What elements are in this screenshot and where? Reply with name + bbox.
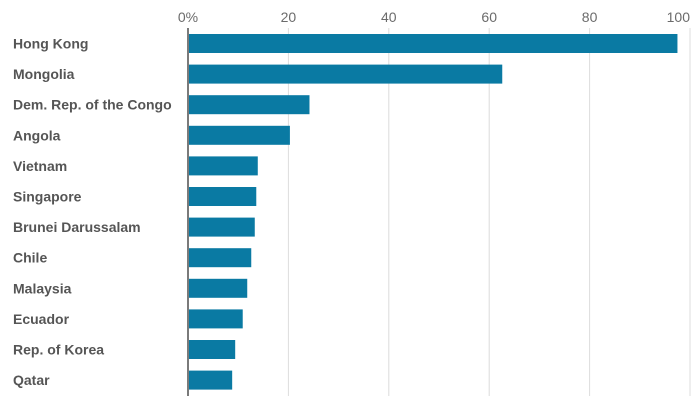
category-label: Chile bbox=[13, 250, 47, 266]
bar bbox=[189, 125, 290, 145]
category-label: Vietnam bbox=[13, 158, 67, 174]
bar bbox=[189, 34, 678, 53]
x-tick-label: 40 bbox=[381, 9, 397, 25]
bar bbox=[189, 248, 252, 268]
x-tick-label: 20 bbox=[281, 9, 297, 25]
bar bbox=[189, 278, 248, 298]
bar bbox=[189, 64, 503, 84]
category-label: Hong Kong bbox=[13, 36, 88, 52]
category-label: Angola bbox=[13, 127, 61, 143]
category-label: Malaysia bbox=[13, 280, 72, 296]
x-tick-label: 60 bbox=[481, 9, 497, 25]
category-label: Mongolia bbox=[13, 66, 75, 82]
x-tick-label: 0% bbox=[178, 9, 198, 25]
bar bbox=[189, 187, 257, 206]
x-tick-label: 100 bbox=[667, 9, 691, 25]
bar bbox=[189, 156, 258, 176]
category-label: Brunei Darussalam bbox=[13, 219, 141, 235]
bars bbox=[189, 34, 678, 390]
category-label: Dem. Rep. of the Congo bbox=[13, 97, 172, 113]
category-label: Rep. of Korea bbox=[13, 342, 104, 358]
category-label: Qatar bbox=[13, 372, 50, 388]
bar bbox=[189, 309, 243, 329]
category-label: Ecuador bbox=[13, 311, 70, 327]
bar bbox=[189, 95, 310, 115]
bar bbox=[189, 217, 255, 237]
x-axis-ticks: 0% 20 40 60 80 100 bbox=[178, 9, 690, 25]
gridlines bbox=[287, 28, 691, 396]
category-label: Singapore bbox=[13, 189, 82, 205]
category-labels: Hong Kong Mongolia Dem. Rep. of the Congo A… bbox=[13, 36, 172, 389]
bar bbox=[189, 340, 236, 359]
x-tick-label: 80 bbox=[582, 9, 598, 25]
bar bbox=[189, 370, 233, 390]
